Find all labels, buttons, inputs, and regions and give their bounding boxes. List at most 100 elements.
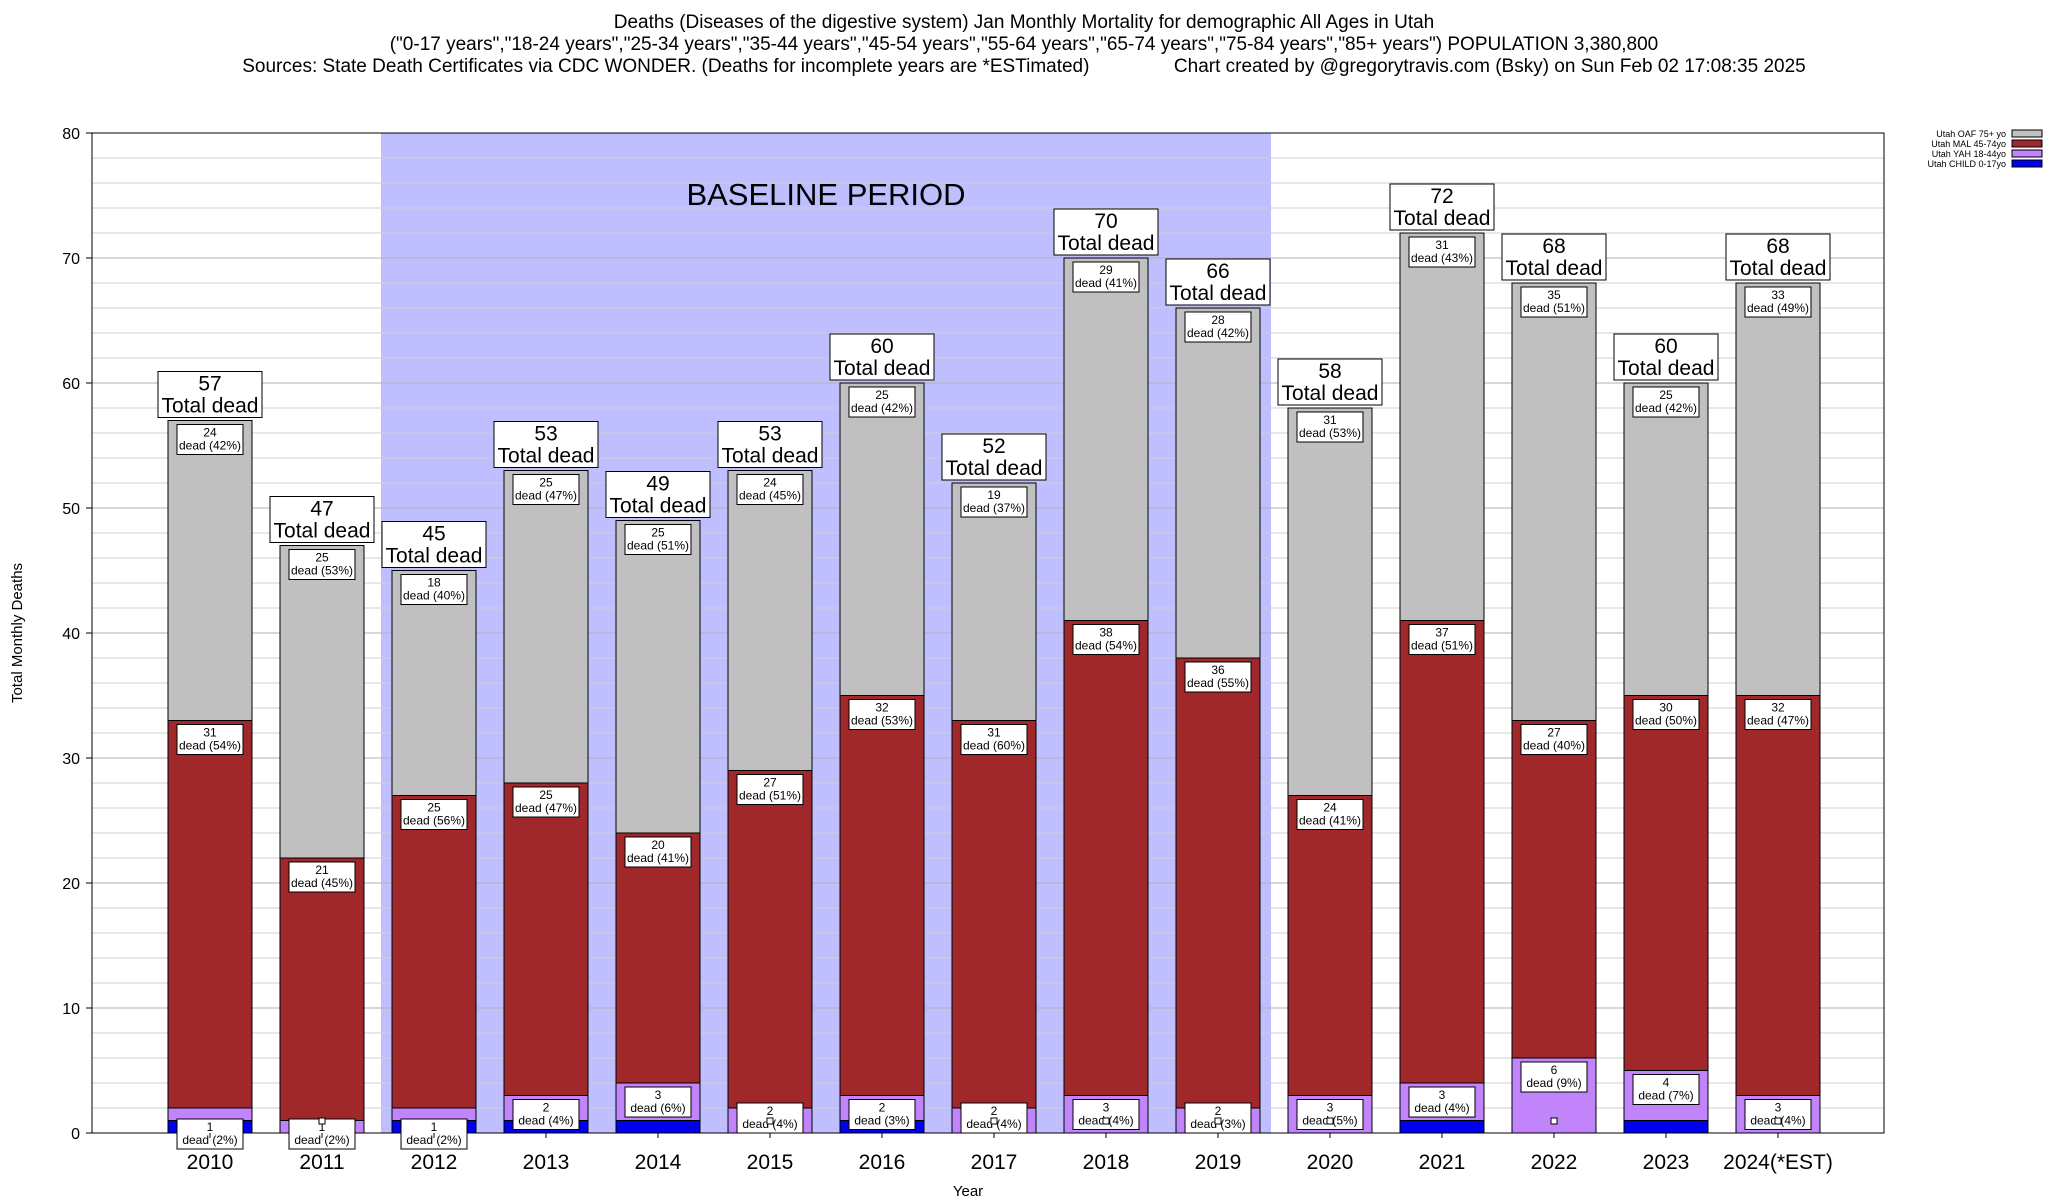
y-tick-label: 20 — [62, 876, 80, 893]
segment-label-box — [1632, 1074, 1700, 1105]
segment-label-count: 1 — [319, 1120, 326, 1134]
total-label-box — [941, 433, 1047, 481]
total-label-text: Total dead — [946, 457, 1043, 480]
legend-entry-label: Utah CHILD 0-17yo — [1927, 159, 2006, 169]
legend-swatch — [2011, 139, 2043, 148]
segment-label-count: 2 — [991, 1104, 998, 1118]
zero-marker — [766, 1117, 774, 1125]
segment-label-pct: dead (55%) — [1187, 676, 1249, 690]
zero-marker — [1102, 1117, 1110, 1125]
total-label-text: Total dead — [1618, 357, 1715, 380]
total-label-text: Total dead — [1282, 382, 1379, 405]
segment-label-pct: dead (56%) — [403, 814, 465, 828]
segment-label-count: 27 — [763, 776, 777, 790]
x-category-label: 2013 — [523, 1151, 570, 1174]
segment-label-box — [1744, 286, 1812, 318]
legend-swatch — [2011, 159, 2043, 168]
segment-label-count: 24 — [763, 476, 777, 490]
total-label-count: 60 — [870, 335, 893, 358]
segment-label-count: 2 — [767, 1104, 774, 1118]
segment-label-pct: dead (47%) — [515, 801, 577, 815]
segment-label-count: 3 — [1439, 1088, 1446, 1102]
x-category-label: 2020 — [1307, 1151, 1354, 1174]
segment-label-count: 2 — [879, 1101, 886, 1115]
total-label-box — [1725, 233, 1831, 281]
segment-label-box — [1184, 661, 1252, 693]
segment-label-box — [176, 724, 244, 755]
total-label-text: Total dead — [1730, 257, 1827, 280]
segment-label-pct: dead (47%) — [515, 489, 577, 503]
bar-segment — [615, 832, 701, 1084]
y-tick-label: 80 — [62, 126, 80, 143]
segment-label-pct: dead (42%) — [1187, 326, 1249, 340]
segment-label-box — [1072, 261, 1140, 293]
bar-segment — [839, 695, 925, 1096]
segment-label-pct: dead (53%) — [1299, 426, 1361, 440]
segment-label-pct: dead (50%) — [1635, 714, 1697, 728]
x-category-label: 2015 — [747, 1151, 794, 1174]
segment-label-count: 38 — [1099, 626, 1113, 640]
segment-label-box — [512, 786, 580, 818]
segment-label-pct: dead (40%) — [403, 589, 465, 603]
y-tick-label: 70 — [62, 251, 80, 268]
total-label-count: 57 — [198, 373, 221, 396]
segment-label-pct: dead (9%) — [1526, 1076, 1581, 1090]
chart-title: Deaths (Diseases of the digestive system… — [0, 12, 2048, 78]
bar-segment — [391, 795, 477, 1109]
segment-label-pct: dead (54%) — [1075, 639, 1137, 653]
total-label-count: 52 — [982, 435, 1005, 458]
segment-label-box — [848, 1099, 916, 1130]
bar-segment — [503, 782, 589, 1096]
segment-label-pct: dead (53%) — [291, 564, 353, 578]
bar-segment — [951, 720, 1037, 1109]
total-label-box — [381, 521, 487, 568]
segment-label-count: 27 — [1547, 726, 1561, 740]
bar-segment — [839, 382, 925, 696]
segment-label-pct: dead (51%) — [1411, 639, 1473, 653]
segment-label-box — [1408, 236, 1476, 268]
segment-label-count: 25 — [651, 526, 665, 540]
segment-label-pct: dead (6%) — [630, 1101, 685, 1115]
bar-segment — [1623, 382, 1709, 696]
segment-label-count: 33 — [1771, 288, 1785, 302]
segment-label-pct: dead (2%) — [294, 1133, 349, 1147]
segment-label-box — [288, 549, 356, 580]
segment-label-box — [736, 474, 804, 505]
bar-segment — [1399, 620, 1485, 1084]
segment-label-count: 18 — [427, 576, 441, 590]
segment-label-count: 3 — [1775, 1101, 1782, 1115]
segment-label-pct: dead (42%) — [851, 401, 913, 415]
segment-label-count: 32 — [1771, 701, 1785, 715]
segment-label-pct: dead (49%) — [1747, 301, 1809, 315]
baseline-period-label: BASELINE PERIOD — [686, 177, 965, 212]
segment-label-box — [960, 724, 1028, 755]
x-category-label: 2011 — [299, 1151, 344, 1174]
segment-label-count: 30 — [1659, 701, 1673, 715]
segment-label-pct: dead (41%) — [1299, 814, 1361, 828]
segment-label-pct: dead (60%) — [963, 739, 1025, 753]
bar-segment — [1399, 232, 1485, 621]
title-line-1: Deaths (Diseases of the digestive system… — [613, 12, 1435, 33]
segment-label-count: 24 — [203, 426, 217, 440]
segment-label-count: 25 — [427, 801, 441, 815]
segment-label-pct: dead (47%) — [1747, 714, 1809, 728]
segment-label-pct: dead (4%) — [1414, 1101, 1469, 1115]
bar-segment — [615, 520, 701, 834]
segment-label-count: 2 — [1215, 1104, 1222, 1118]
segment-label-count: 3 — [1327, 1101, 1334, 1115]
segment-label-box — [1072, 624, 1140, 655]
total-label-text: Total dead — [722, 445, 819, 468]
segment-label-pct: dead (51%) — [739, 789, 801, 803]
bar-segment — [1175, 657, 1261, 1109]
bar-segment — [727, 470, 813, 771]
segment-label-box — [1296, 799, 1364, 830]
segment-label-box — [1408, 1086, 1476, 1118]
total-label-box — [1053, 208, 1159, 256]
total-label-text: Total dead — [498, 445, 595, 468]
y-tick-label: 40 — [62, 626, 80, 643]
segment-label-count: 3 — [655, 1088, 662, 1102]
segment-label-box — [1632, 386, 1700, 418]
segment-label-box — [848, 699, 916, 730]
total-label-text: Total dead — [610, 495, 707, 518]
segment-label-box — [624, 836, 692, 868]
